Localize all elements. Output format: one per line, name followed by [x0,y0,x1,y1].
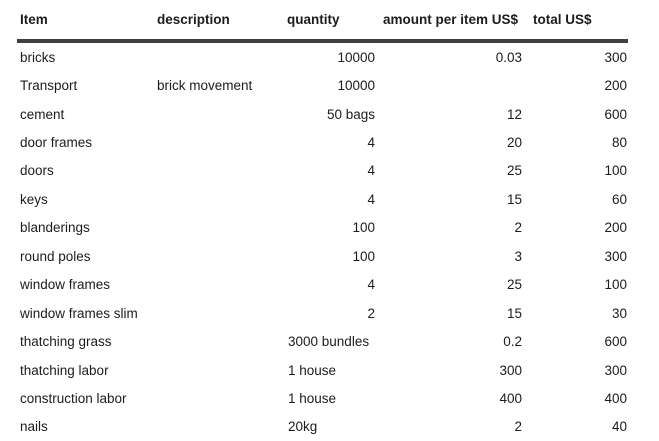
cost-estimate-table: Item description quantity amount per ite… [17,0,628,441]
table-row: nails 20kg 2 40 [17,413,628,441]
table-row: cement 50 bags 12 600 [17,100,628,128]
cell-total: 60 [611,191,627,207]
column-header-description: description [157,12,230,27]
table-row: window frames slim 2 15 30 [17,299,628,327]
cell-amount-per-item: 15 [506,191,522,207]
table-body: bricks 10000 0.03 300 Transport brick mo… [17,43,628,441]
cell-quantity: 100 [352,220,375,236]
cell-total: 100 [604,277,627,293]
cell-total: 400 [604,390,627,406]
cell-item: construction labor [20,390,127,406]
cell-amount-per-item: 0.03 [495,49,522,65]
cell-item: cement [20,106,65,122]
cell-quantity: 10000 [337,78,375,94]
cell-item: blanderings [20,220,90,236]
cell-quantity: 4 [367,277,375,293]
cell-quantity: 50 bags [326,106,375,122]
cell-total: 100 [604,163,627,179]
table-header-row: Item description quantity amount per ite… [17,0,628,43]
table-row: round poles 100 3 300 [17,242,628,270]
cell-total: 80 [611,135,627,151]
cell-item: door frames [20,135,93,151]
cell-total: 200 [604,78,627,94]
cell-quantity: 1 house [288,362,337,378]
cell-quantity: 100 [352,248,375,264]
column-header-amount-per-item: amount per item US$ [383,12,519,27]
table-row: construction labor 1 house 400 400 [17,384,628,412]
cell-item: Transport [20,78,78,94]
column-header-total: total US$ [533,12,592,27]
cell-quantity: 1 house [288,390,337,406]
cell-quantity: 4 [367,191,375,207]
cell-item: round poles [20,248,91,264]
cell-item: keys [20,191,48,207]
cell-amount-per-item: 15 [506,305,522,321]
cell-amount-per-item: 2 [514,419,522,435]
table-row: thatching labor 1 house 300 300 [17,356,628,384]
table-row: window frames 4 25 100 [17,271,628,299]
cell-quantity: 20kg [288,419,318,435]
cell-item: window frames [20,277,111,293]
cell-amount-per-item: 25 [506,163,522,179]
table-row: Transport brick movement 10000 200 [17,71,628,99]
table-row: keys 4 15 60 [17,185,628,213]
cell-total: 300 [604,49,627,65]
cell-amount-per-item: 300 [499,362,522,378]
cell-total: 200 [604,220,627,236]
cell-total: 300 [604,248,627,264]
cell-quantity: 3000 bundles [288,334,370,350]
cell-total: 30 [611,305,627,321]
cell-total: 600 [604,106,627,122]
cell-item: thatching labor [20,362,109,378]
cell-item: window frames slim [20,305,138,321]
cell-item: bricks [20,49,56,65]
cell-item: thatching grass [20,334,112,350]
cell-amount-per-item: 0.2 [503,334,522,350]
table-row: blanderings 100 2 200 [17,214,628,242]
cell-amount-per-item: 20 [506,135,522,151]
table-row: thatching grass 3000 bundles 0.2 600 [17,327,628,355]
cell-quantity: 10000 [337,49,375,65]
cell-total: 40 [611,419,627,435]
cell-total: 600 [604,334,627,350]
cell-quantity: 2 [367,305,375,321]
cell-amount-per-item: 400 [499,390,522,406]
cell-amount-per-item: 12 [506,106,522,122]
cell-amount-per-item: 25 [506,277,522,293]
cell-amount-per-item: 3 [514,248,522,264]
cell-item: doors [20,163,54,179]
table-row: bricks 10000 0.03 300 [17,43,628,71]
table-row: door frames 4 20 80 [17,128,628,156]
cell-item: nails [20,419,48,435]
column-header-quantity: quantity [287,12,340,27]
cell-quantity: 4 [367,163,375,179]
cell-description: brick movement [157,78,253,94]
cell-quantity: 4 [367,135,375,151]
table-row: doors 4 25 100 [17,157,628,185]
column-header-item: Item [20,12,48,27]
cell-total: 300 [604,362,627,378]
cell-amount-per-item: 2 [514,220,522,236]
